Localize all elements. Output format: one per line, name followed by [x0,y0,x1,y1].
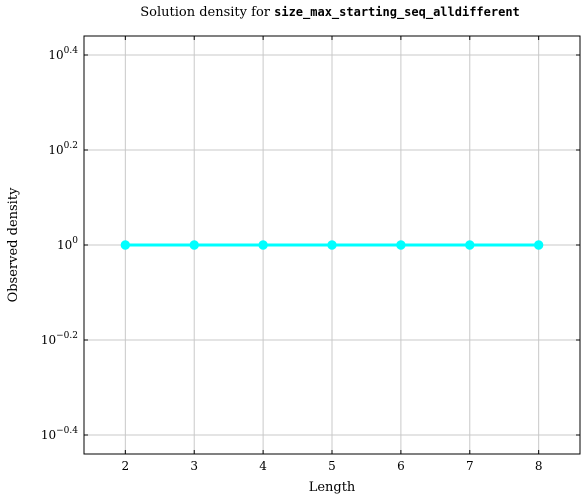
x-tick-label: 2 [122,459,130,473]
series-layer [120,240,544,250]
x-tick-label: 4 [259,459,267,473]
data-point [465,240,475,250]
y-tick-label: 100 [57,236,78,252]
data-point [327,240,337,250]
data-point [396,240,406,250]
chart-title-prefix: Solution density for [140,5,274,20]
x-tick-label: 7 [466,459,474,473]
x-tick-layer: 2 3 4 5 6 7 8 [122,36,543,473]
chart-title-code: size_max_starting_seq_alldifferent [274,5,520,20]
plot-frame [83,35,581,455]
x-tick-label: 6 [397,459,405,473]
y-tick-label: 100.2 [48,141,78,157]
x-tick-label: 3 [190,459,198,473]
y-tick-label: 100.4 [48,46,78,62]
y-tick-label: 10−0.4 [41,426,78,442]
y-tick-label: 10−0.2 [41,331,78,347]
y-axis-label: Observed density [6,187,21,302]
data-point [533,240,544,250]
chart-title: Solution density for size_max_starting_s… [140,5,520,20]
data-point [189,240,199,250]
data-point [258,240,268,250]
data-point [120,240,131,250]
y-tick-layer: 100.4 100.2 100 10−0.2 10−0.4 [41,46,580,442]
x-axis-label: Length [309,480,356,495]
x-tick-label: 8 [535,459,543,473]
x-tick-label: 5 [328,459,336,473]
